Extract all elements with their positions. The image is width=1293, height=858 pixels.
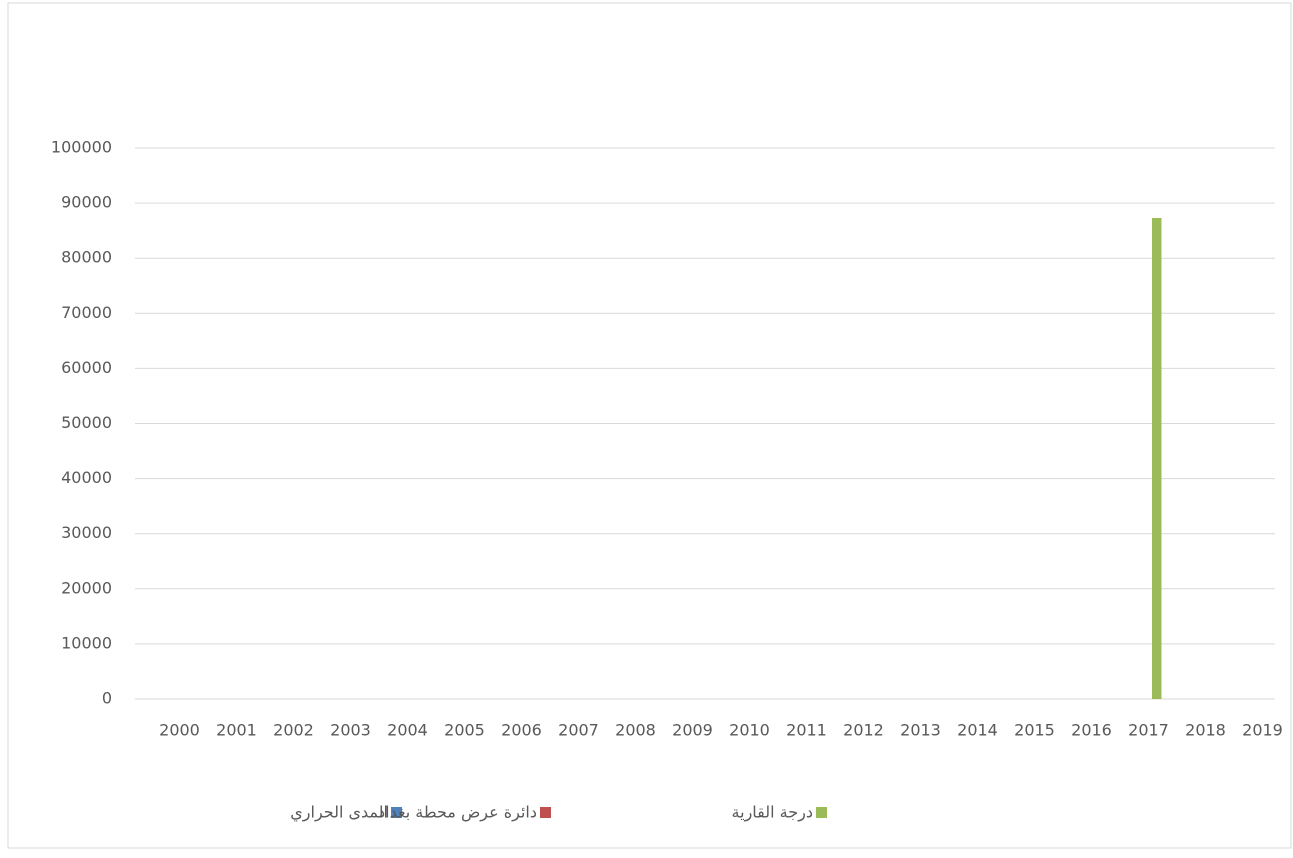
bar: [1152, 217, 1162, 700]
x-tick-label: 2009: [672, 721, 713, 740]
legend-swatch: [540, 807, 551, 818]
y-tick-label: 30000: [61, 523, 112, 542]
x-tick-label: 2018: [1185, 721, 1226, 740]
y-tick-label: 10000: [61, 633, 112, 652]
legend-label: المدى الحراري: [290, 803, 388, 823]
x-tick-label: 2010: [729, 721, 770, 740]
legend-label: درجة القارية: [732, 803, 813, 823]
legend-label: دائرة عرض محطة بغداد: [378, 803, 537, 823]
y-tick-label: 100000: [51, 138, 112, 157]
y-tick-label: 90000: [61, 193, 112, 212]
x-tick-label: 2008: [615, 721, 656, 740]
y-tick-label: 60000: [61, 358, 112, 377]
x-tick-label: 2017: [1128, 721, 1169, 740]
x-tick-label: 2003: [330, 721, 371, 740]
x-tick-label: 2013: [900, 721, 941, 740]
y-tick-label: 70000: [61, 303, 112, 322]
chart-border: [7, 2, 1292, 849]
y-tick-label: 40000: [61, 468, 112, 487]
x-tick-label: 2016: [1071, 721, 1112, 740]
y-tick-label: 50000: [61, 413, 112, 432]
y-tick-label: 0: [102, 689, 112, 708]
x-tick-label: 2007: [558, 721, 599, 740]
x-tick-label: 2006: [501, 721, 542, 740]
legend-swatch: [816, 807, 827, 818]
x-tick-label: 2014: [957, 721, 998, 740]
x-tick-label: 2011: [786, 721, 827, 740]
y-tick-label: 80000: [61, 248, 112, 267]
legend-swatch: [391, 807, 402, 818]
x-tick-label: 2019: [1242, 721, 1283, 740]
x-tick-label: 2002: [273, 721, 314, 740]
x-tick-label: 2015: [1014, 721, 1055, 740]
x-tick-label: 2004: [387, 721, 428, 740]
x-tick-label: 2005: [444, 721, 485, 740]
y-tick-label: 20000: [61, 578, 112, 597]
x-tick-label: 2012: [843, 721, 884, 740]
x-tick-label: 2001: [216, 721, 257, 740]
x-tick-label: 2000: [159, 721, 200, 740]
